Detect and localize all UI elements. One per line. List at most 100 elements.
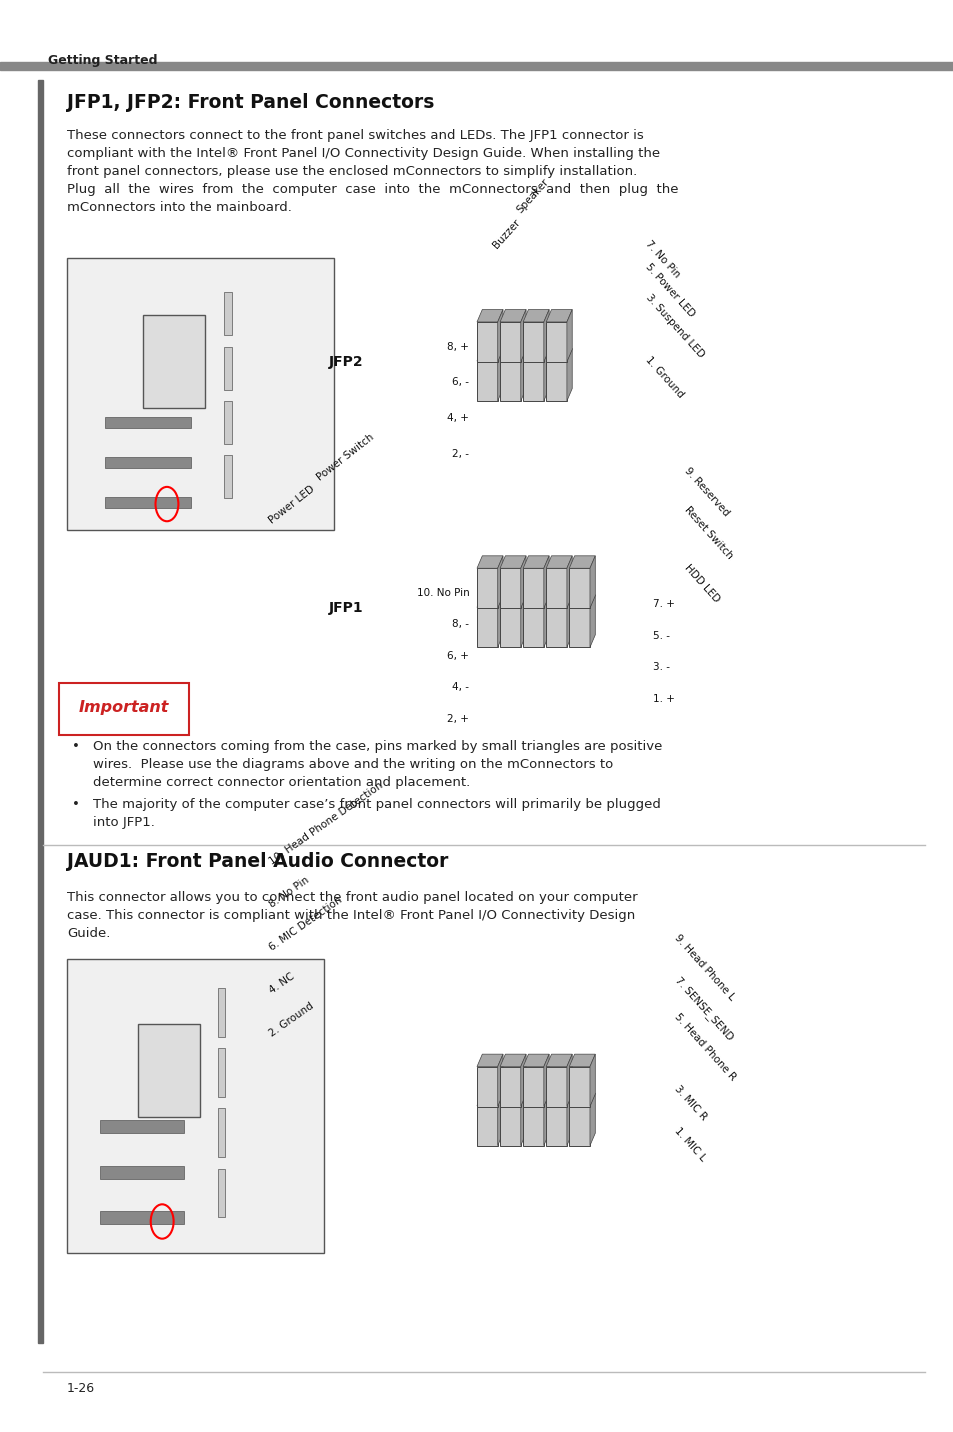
Bar: [569, 1106, 589, 1146]
Text: 2, +: 2, +: [447, 715, 469, 723]
Polygon shape: [522, 556, 549, 569]
Text: On the connectors coming from the case, pins marked by small triangles are posit: On the connectors coming from the case, …: [93, 740, 662, 789]
FancyBboxPatch shape: [143, 315, 205, 408]
Bar: [217, 1108, 225, 1157]
Polygon shape: [566, 1093, 572, 1146]
Polygon shape: [520, 594, 525, 647]
Bar: [522, 322, 543, 362]
Polygon shape: [476, 556, 502, 569]
Polygon shape: [520, 1093, 525, 1146]
Bar: [569, 607, 589, 647]
Polygon shape: [546, 1054, 572, 1067]
Polygon shape: [589, 1093, 595, 1146]
Polygon shape: [569, 594, 595, 607]
Bar: [476, 322, 497, 362]
Bar: [522, 1067, 543, 1107]
Polygon shape: [520, 309, 525, 362]
Polygon shape: [522, 309, 549, 322]
Bar: [224, 292, 232, 335]
Polygon shape: [546, 348, 572, 361]
Text: Power Switch: Power Switch: [314, 432, 375, 483]
Text: 6, +: 6, +: [447, 652, 469, 660]
Bar: [522, 569, 543, 609]
Text: Getting Started: Getting Started: [48, 54, 157, 67]
Polygon shape: [497, 1054, 502, 1107]
Text: 4, -: 4, -: [452, 683, 469, 692]
Polygon shape: [499, 1093, 525, 1106]
Bar: [522, 1106, 543, 1146]
Text: Reset Switch: Reset Switch: [681, 505, 734, 561]
Text: This connector allows you to connect the front audio panel located on your compu: This connector allows you to connect the…: [67, 891, 637, 939]
Bar: [476, 569, 497, 609]
Bar: [38, 80, 43, 1343]
Text: 4. NC: 4. NC: [267, 971, 295, 995]
Text: 7. +: 7. +: [653, 600, 675, 609]
Polygon shape: [566, 556, 572, 609]
Text: 6. MIC Detection: 6. MIC Detection: [267, 895, 343, 952]
Text: 3. -: 3. -: [653, 663, 670, 672]
Bar: [522, 607, 543, 647]
Text: 2, -: 2, -: [452, 450, 469, 458]
FancyBboxPatch shape: [67, 258, 334, 530]
Text: 5. Head Phone R: 5. Head Phone R: [672, 1012, 737, 1083]
Polygon shape: [569, 1093, 595, 1106]
Text: Power LED: Power LED: [267, 484, 316, 526]
FancyBboxPatch shape: [67, 959, 324, 1253]
Polygon shape: [566, 309, 572, 362]
Polygon shape: [546, 1093, 572, 1106]
Polygon shape: [543, 1093, 549, 1146]
Polygon shape: [546, 556, 572, 569]
Text: These connectors connect to the front panel switches and LEDs. The JFP1 connecto: These connectors connect to the front pa…: [67, 129, 678, 213]
Text: 1. +: 1. +: [653, 695, 675, 703]
Bar: [546, 1106, 566, 1146]
Text: JFP2: JFP2: [329, 355, 363, 369]
Polygon shape: [520, 1054, 525, 1107]
Bar: [476, 607, 497, 647]
Polygon shape: [499, 309, 525, 322]
Bar: [546, 1067, 566, 1107]
Bar: [105, 497, 191, 508]
Bar: [476, 361, 497, 401]
Polygon shape: [569, 1054, 595, 1067]
Polygon shape: [522, 348, 549, 361]
Polygon shape: [566, 348, 572, 401]
Polygon shape: [543, 309, 549, 362]
Bar: [546, 322, 566, 362]
Bar: [224, 347, 232, 390]
Bar: [224, 401, 232, 444]
Text: 8, -: 8, -: [452, 620, 469, 629]
Text: HDD LED: HDD LED: [681, 563, 720, 604]
Bar: [217, 1048, 225, 1097]
Polygon shape: [543, 348, 549, 401]
Text: JFP1, JFP2: Front Panel Connectors: JFP1, JFP2: Front Panel Connectors: [67, 93, 434, 112]
Polygon shape: [522, 1093, 549, 1106]
Bar: [546, 361, 566, 401]
Bar: [0, 62, 953, 70]
Text: 6, -: 6, -: [452, 378, 469, 387]
Polygon shape: [546, 309, 572, 322]
Polygon shape: [589, 1054, 595, 1107]
Text: 9. Reserved: 9. Reserved: [681, 465, 730, 518]
Text: Important: Important: [79, 700, 169, 715]
Text: 4, +: 4, +: [447, 414, 469, 422]
Polygon shape: [569, 556, 595, 569]
Polygon shape: [546, 594, 572, 607]
FancyBboxPatch shape: [138, 1024, 200, 1117]
Polygon shape: [589, 594, 595, 647]
Text: 1-26: 1-26: [67, 1382, 94, 1395]
Bar: [100, 1211, 184, 1224]
Text: JAUD1: Front Panel Audio Connector: JAUD1: Front Panel Audio Connector: [67, 852, 448, 871]
Text: 7. SENSE_SEND: 7. SENSE_SEND: [672, 975, 735, 1042]
Text: Buzzer: Buzzer: [491, 218, 522, 251]
Bar: [100, 1120, 184, 1133]
FancyBboxPatch shape: [59, 683, 189, 735]
Polygon shape: [520, 348, 525, 401]
Bar: [499, 1067, 520, 1107]
Bar: [569, 569, 589, 609]
Bar: [476, 1067, 497, 1107]
Text: 5. Power LED: 5. Power LED: [643, 262, 697, 319]
Text: 1. Ground: 1. Ground: [643, 354, 685, 400]
Polygon shape: [499, 556, 525, 569]
Text: Speaker: Speaker: [515, 176, 551, 215]
Polygon shape: [499, 348, 525, 361]
